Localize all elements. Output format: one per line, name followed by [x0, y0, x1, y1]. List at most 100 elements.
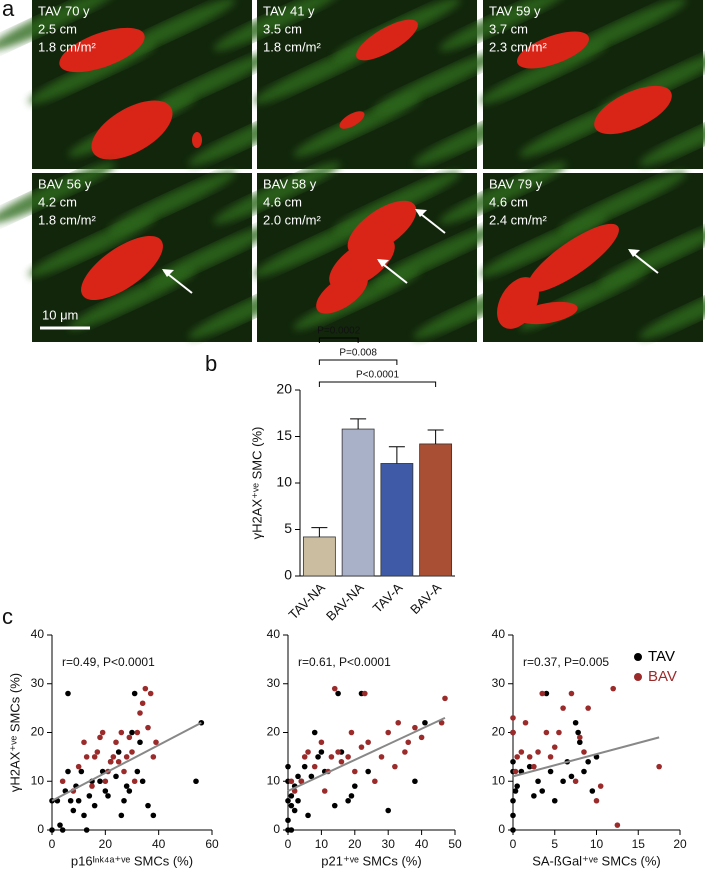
data-point — [115, 749, 122, 755]
data-point — [418, 734, 425, 741]
fiber — [0, 0, 116, 51]
data-point — [581, 749, 587, 755]
data-point — [328, 754, 335, 760]
data-point — [535, 778, 541, 785]
data-point — [121, 768, 127, 775]
data-point — [510, 715, 516, 721]
data-point — [348, 729, 355, 736]
data-point — [365, 768, 371, 775]
bar — [419, 443, 453, 577]
data-point — [139, 778, 146, 785]
panel-label: b — [205, 351, 217, 376]
data-point — [49, 827, 55, 833]
x-tick-label: 50 — [448, 837, 462, 851]
data-point — [597, 783, 604, 789]
data-point — [285, 763, 291, 770]
data-point — [331, 685, 338, 692]
x-tick-label: BAV-NA — [323, 580, 367, 624]
data-point — [311, 763, 318, 770]
nucleus — [356, 19, 418, 61]
data-point — [547, 768, 554, 775]
nucleus — [59, 27, 145, 73]
y-tick-label: 15 — [276, 427, 292, 443]
fiber — [253, 42, 381, 104]
data-point — [385, 729, 392, 736]
significance-label: P=0.0002 — [317, 326, 361, 337]
data-point — [539, 690, 546, 697]
x-tick-label: 40 — [152, 837, 166, 851]
data-point — [315, 754, 321, 760]
data-point — [142, 685, 149, 692]
data-point — [614, 822, 621, 828]
data-point — [150, 754, 157, 760]
chart-title: r=0.49, P<0.0001 — [62, 655, 155, 669]
fiber — [213, 162, 341, 224]
fiber — [28, 215, 156, 277]
data-point — [118, 812, 125, 819]
data-point — [285, 817, 291, 824]
data-point — [335, 749, 341, 755]
data-point — [295, 773, 301, 780]
image-caption: TAV 41 y — [263, 4, 315, 19]
data-point — [610, 685, 616, 692]
data-point — [193, 778, 199, 785]
data-point — [305, 812, 311, 819]
data-point — [331, 802, 338, 809]
data-point — [301, 763, 308, 770]
data-point — [345, 754, 351, 760]
fiber — [148, 224, 276, 286]
x-axis-label: p16ᴵⁿᵏ⁴ᵃ⁺ᵛᵉ SMCs (%) — [71, 853, 193, 868]
arrowhead — [628, 249, 640, 257]
y-tick-label: 0 — [498, 822, 505, 836]
nucleus — [91, 100, 173, 160]
data-point — [147, 690, 154, 697]
fiber — [559, 171, 687, 233]
data-point — [585, 705, 591, 711]
x-tick-label: 20 — [673, 837, 687, 851]
data-point — [288, 827, 295, 833]
data-point — [126, 788, 133, 794]
data-point — [514, 754, 520, 760]
data-point — [301, 754, 308, 760]
data-point — [345, 797, 351, 804]
fiber — [559, 0, 687, 60]
significance-label: P<0.0001 — [356, 370, 400, 381]
data-point — [131, 778, 138, 785]
fiber — [213, 0, 341, 51]
x-axis-label: SA-ßGal⁺ᵛᵉ SMCs (%) — [532, 853, 661, 868]
micrograph: BAV 58 y 4.6 cm 2.0 cm/m² — [213, 162, 541, 342]
image-caption: BAV 56 y — [38, 177, 92, 192]
regression-line — [51, 721, 202, 802]
fiber — [108, 171, 236, 233]
data-point — [531, 763, 537, 770]
y-tick-label: 10 — [492, 773, 506, 787]
data-point — [321, 788, 328, 794]
data-point — [510, 758, 516, 765]
fiber — [373, 51, 501, 113]
bar — [380, 463, 414, 577]
nucleus — [339, 111, 365, 129]
chart-title: r=0.61, P<0.0001 — [298, 655, 391, 669]
data-point — [57, 822, 63, 828]
y-tick-label: 5 — [284, 520, 292, 536]
data-point — [105, 793, 111, 799]
y-tick-label: 20 — [276, 381, 292, 397]
x-tick-label: 10 — [315, 837, 329, 851]
data-point — [97, 778, 103, 785]
data-point — [442, 695, 448, 702]
fiber — [148, 51, 276, 113]
data-point — [422, 719, 428, 726]
data-point — [113, 739, 119, 746]
data-point — [412, 778, 418, 785]
nucleus — [527, 223, 619, 293]
data-point — [593, 797, 600, 804]
data-point — [86, 793, 93, 799]
y-tick-label: 10 — [276, 474, 292, 490]
y-axis-label: γH2AX⁺ᵛᵉ SMC (%) — [249, 427, 264, 540]
data-point — [131, 690, 138, 697]
y-tick-label: 40 — [31, 627, 45, 641]
image-caption: 2.0 cm/m² — [263, 213, 321, 228]
data-point — [575, 729, 581, 736]
data-point — [372, 778, 378, 785]
